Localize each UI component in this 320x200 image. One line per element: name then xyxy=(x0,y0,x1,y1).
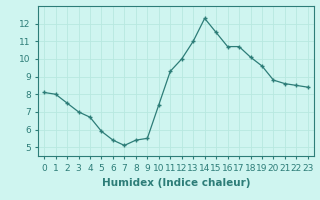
X-axis label: Humidex (Indice chaleur): Humidex (Indice chaleur) xyxy=(102,178,250,188)
